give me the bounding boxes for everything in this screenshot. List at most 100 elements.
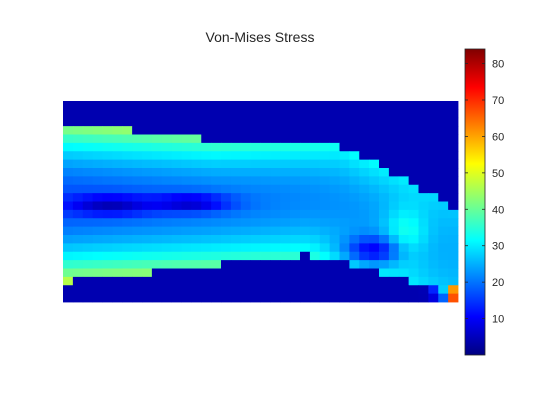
heatmap-cell: [201, 285, 212, 295]
heatmap-cell: [191, 209, 202, 219]
heatmap-cell: [418, 235, 429, 244]
heatmap-cell: [309, 201, 321, 211]
heatmap-cell: [171, 151, 182, 161]
heatmap-cell: [191, 218, 202, 228]
heatmap-cell: [72, 109, 84, 119]
heatmap-cell: [161, 218, 173, 228]
heatmap-cell: [112, 293, 123, 303]
heatmap-cell: [221, 285, 232, 295]
heatmap-cell: [221, 168, 232, 177]
heatmap-cell: [201, 176, 212, 186]
heatmap-cell: [408, 235, 419, 244]
heatmap-cell: [221, 176, 232, 186]
heatmap-cell: [221, 276, 232, 286]
heatmap-cell: [448, 168, 459, 177]
heatmap-cell: [300, 293, 311, 303]
heatmap-cell: [72, 142, 84, 152]
heatmap-cell: [201, 276, 212, 286]
heatmap-cell: [82, 151, 94, 161]
heatmap-cell: [398, 101, 410, 110]
heatmap-cell: [221, 134, 232, 144]
heatmap-cell: [398, 293, 410, 303]
heatmap-cell: [428, 142, 439, 152]
heatmap-cell: [221, 226, 232, 236]
heatmap-cell: [260, 101, 271, 110]
heatmap-cell: [388, 117, 400, 127]
heatmap-cell: [260, 260, 271, 269]
colorbar-tick-label: 80: [492, 59, 504, 71]
heatmap-cell: [112, 109, 123, 119]
heatmap-cell: [181, 293, 192, 303]
heatmap-cell: [112, 142, 123, 152]
heatmap-cell: [161, 235, 173, 244]
heatmap-cell: [92, 276, 103, 286]
heatmap-cell: [72, 201, 84, 211]
heatmap-cell: [300, 126, 311, 135]
heatmap-cell: [369, 285, 380, 295]
heatmap-cell: [438, 209, 449, 219]
heatmap-cell: [92, 159, 103, 169]
heatmap-cell: [418, 293, 429, 303]
heatmap-cell: [388, 218, 400, 228]
heatmap-cell: [230, 142, 242, 152]
heatmap-cell: [171, 184, 182, 194]
heatmap-cell: [359, 209, 370, 219]
heatmap-cell: [250, 226, 261, 236]
heatmap-cell: [438, 193, 449, 202]
heatmap-cell: [408, 151, 419, 161]
colorbar: 10 20 30 40 50 60 70 80: [464, 48, 504, 356]
heatmap-cell: [240, 209, 252, 219]
heatmap-cell: [250, 260, 261, 269]
heatmap-cell: [408, 134, 419, 144]
heatmap-cell: [359, 276, 370, 286]
heatmap-cell: [72, 251, 84, 261]
heatmap-cell: [300, 201, 311, 211]
heatmap-cell: [448, 142, 459, 152]
heatmap-cell: [329, 235, 340, 244]
heatmap-cell: [92, 201, 103, 211]
heatmap-cell: [309, 101, 321, 110]
heatmap-cell: [428, 126, 439, 135]
heatmap-cell: [428, 218, 439, 228]
colorbar-tick-label: 70: [492, 95, 504, 107]
heatmap-cell: [280, 293, 291, 303]
heatmap-cell: [240, 293, 252, 303]
heatmap-cell: [309, 251, 321, 261]
heatmap-cell: [339, 176, 350, 186]
heatmap-cell: [211, 176, 222, 186]
heatmap-cell: [369, 126, 380, 135]
heatmap-cell: [398, 268, 410, 278]
heatmap-cell: [161, 243, 173, 253]
heatmap-cell: [329, 285, 340, 295]
heatmap-cell: [260, 159, 271, 169]
heatmap-cell: [230, 151, 242, 161]
heatmap-cell: [379, 159, 390, 169]
heatmap-cell: [250, 209, 261, 219]
heatmap-cell: [428, 268, 439, 278]
heatmap-cell: [379, 109, 390, 119]
heatmap-cell: [181, 209, 192, 219]
heatmap-cell: [191, 134, 202, 144]
heatmap-cell: [102, 201, 113, 211]
heatmap-cell: [72, 268, 84, 278]
heatmap-cell: [300, 193, 311, 202]
heatmap-cell: [448, 109, 459, 119]
heatmap-cell: [221, 151, 232, 161]
heatmap-cell: [230, 293, 242, 303]
heatmap-cell: [270, 251, 281, 261]
heatmap-cell: [191, 142, 202, 152]
heatmap-cell: [221, 109, 232, 119]
heatmap-cell: [63, 251, 74, 261]
heatmap-cell: [142, 201, 153, 211]
heatmap-cell: [398, 126, 410, 135]
heatmap-cell: [319, 260, 331, 269]
heatmap-cell: [428, 285, 439, 295]
heatmap-cell: [211, 193, 222, 202]
heatmap-cell: [339, 226, 350, 236]
heatmap-cell: [270, 276, 281, 286]
heatmap-cell: [112, 218, 123, 228]
heatmap-cell: [428, 243, 439, 253]
heatmap-cell: [388, 268, 400, 278]
heatmap-cell: [388, 193, 400, 202]
heatmap-cell: [122, 159, 133, 169]
